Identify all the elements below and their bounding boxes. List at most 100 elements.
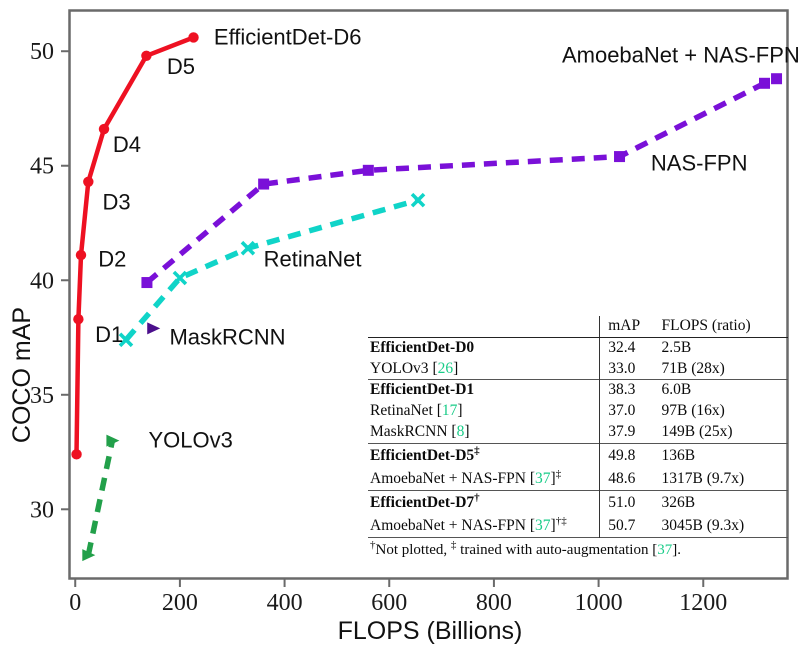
y-tick-label: 45: [30, 154, 54, 180]
data-point-marker: [240, 240, 256, 256]
y-axis: 30 35 40 45 50: [30, 39, 70, 523]
series-yolov3: [82, 434, 120, 562]
series-amoebanet-nas-fpn: [141, 73, 783, 289]
point-annotation: YOLOv3: [149, 427, 233, 452]
data-point-marker: [614, 151, 626, 163]
row-map: 51.0: [599, 489, 660, 514]
table-row: YOLOv3 [26] 33.0 71B (28x): [368, 358, 788, 380]
row-map: 37.9: [599, 422, 660, 444]
row-map: 49.8: [599, 442, 660, 467]
data-point-marker: [73, 313, 84, 325]
row-name: RetinaNet [17]: [370, 402, 463, 420]
table-row: AmoebaNet + NAS-FPN [37]†‡ 50.7 3045B (9.3…: [368, 513, 788, 538]
x-tick-label: 200: [162, 590, 198, 616]
row-flops: 6.0B: [659, 379, 788, 402]
x-tick-label: 1000: [575, 590, 623, 616]
row-map: 48.6: [599, 466, 660, 491]
x-tick-label: 400: [267, 590, 303, 616]
point-annotation: AmoebaNet + NAS-FPN: [562, 43, 800, 68]
point-annotation: D1: [95, 322, 123, 347]
row-flops: 149B (25x): [661, 423, 733, 441]
data-point-marker: [188, 32, 199, 43]
row-name: EfficientDet-D0: [368, 336, 600, 359]
data-point-marker: [362, 164, 374, 176]
x-axis-title: FLOPS (Billions): [338, 617, 523, 645]
data-point-marker: [71, 449, 82, 460]
row-flops: 3045B (9.3x): [661, 517, 745, 535]
y-tick-label: 30: [30, 497, 54, 523]
table-row: EfficientDet-D7† 51.0 326B: [368, 489, 788, 514]
data-point-marker: [75, 249, 87, 261]
series-efficientdet: [71, 32, 199, 460]
table-row: EfficientDet-D5‡ 49.8 136B: [368, 442, 788, 467]
point-annotation: RetinaNet: [264, 247, 362, 272]
data-point-marker: [82, 549, 96, 562]
data-point-marker: [147, 322, 161, 335]
annotation-group: EfficientDet-D6 D5 D4 D3 D2 D1 MaskRCNN RetinaN…: [95, 24, 800, 452]
table-row: RetinaNet [17] 37.0 97B (16x): [368, 401, 788, 423]
row-flops: 1317B (9.7x): [661, 470, 745, 488]
plot-frame: [68, 9, 789, 580]
table-footnote: †Not plotted, ‡ trained with auto-augmen…: [368, 536, 788, 562]
point-annotation: EfficientDet-D6: [214, 24, 362, 49]
table-footnote-row: †Not plotted, ‡ trained with auto-augmen…: [368, 536, 788, 562]
data-point-marker: [118, 332, 134, 348]
row-map: 33.0: [599, 358, 660, 380]
data-point-marker: [771, 73, 783, 85]
point-annotation: D2: [98, 247, 126, 272]
results-table: mAP FLOPS (ratio) EfficientDet-D0 32.4 2.5B Y…: [368, 316, 788, 562]
table-row: AmoebaNet + NAS-FPN [37]‡ 48.6 1317B (9.7x…: [368, 466, 788, 491]
row-map: 38.3: [599, 379, 660, 402]
point-annotation: D3: [102, 189, 130, 214]
point-annotation: D5: [167, 54, 195, 79]
series-line: [123, 197, 419, 342]
table-row: EfficientDet-D1 38.3 6.0B: [368, 379, 788, 402]
data-point-marker: [758, 77, 770, 89]
row-flops: 136B: [659, 442, 788, 467]
series-retinanet: [118, 192, 426, 348]
data-point-marker: [98, 123, 110, 135]
row-name: EfficientDet-D1: [368, 379, 600, 402]
data-point-marker: [410, 192, 426, 208]
x-tick-label: 0: [69, 590, 81, 616]
x-tick-label: 1200: [679, 590, 727, 616]
x-tick-label: 600: [371, 590, 407, 616]
row-name: EfficientDet-D5‡: [368, 442, 600, 467]
y-tick-label: 35: [30, 383, 54, 409]
row-flops: 71B (28x): [661, 359, 725, 377]
row-name: AmoebaNet + NAS-FPN [37]†‡: [370, 514, 567, 535]
y-tick-label: 50: [30, 39, 54, 65]
series-line: [74, 35, 195, 455]
header-map: mAP: [599, 316, 660, 338]
data-point-marker: [141, 50, 152, 62]
inset-results-table: mAP FLOPS (ratio) EfficientDet-D0 32.4 2.5B Y…: [368, 316, 788, 562]
data-point-marker: [141, 277, 153, 289]
point-annotation: NAS-FPN: [651, 150, 748, 175]
data-point-marker: [258, 178, 270, 190]
y-tick-label: 40: [30, 268, 54, 294]
row-map: 37.0: [599, 401, 660, 423]
point-annotation: D4: [113, 132, 141, 157]
series-maskrcnn: [147, 322, 161, 335]
series-line: [145, 76, 778, 285]
row-flops: 97B (16x): [661, 402, 725, 420]
data-point-marker: [106, 434, 120, 447]
table-row: MaskRCNN [8] 37.9 149B (25x): [368, 422, 788, 444]
x-tick-label: 800: [476, 590, 512, 616]
x-axis: 0 200 400 600 800 1000 1200: [69, 578, 727, 616]
data-point-marker: [172, 270, 188, 286]
row-name: YOLOv3 [26]: [370, 359, 459, 377]
row-map: 32.4: [599, 336, 660, 359]
row-name: AmoebaNet + NAS-FPN [37]‡: [370, 467, 562, 488]
row-flops: 2.5B: [659, 336, 788, 359]
row-map: 50.7: [599, 513, 660, 538]
row-flops: 326B: [659, 489, 788, 514]
header-flops: FLOPS (ratio): [659, 316, 788, 338]
row-name: MaskRCNN [8]: [370, 423, 470, 441]
y-axis-title: COCO mAP: [8, 307, 36, 443]
header-name: [368, 316, 600, 338]
data-series-group: [71, 32, 783, 562]
table-row: EfficientDet-D0 32.4 2.5B: [368, 336, 788, 359]
series-line: [85, 440, 116, 556]
